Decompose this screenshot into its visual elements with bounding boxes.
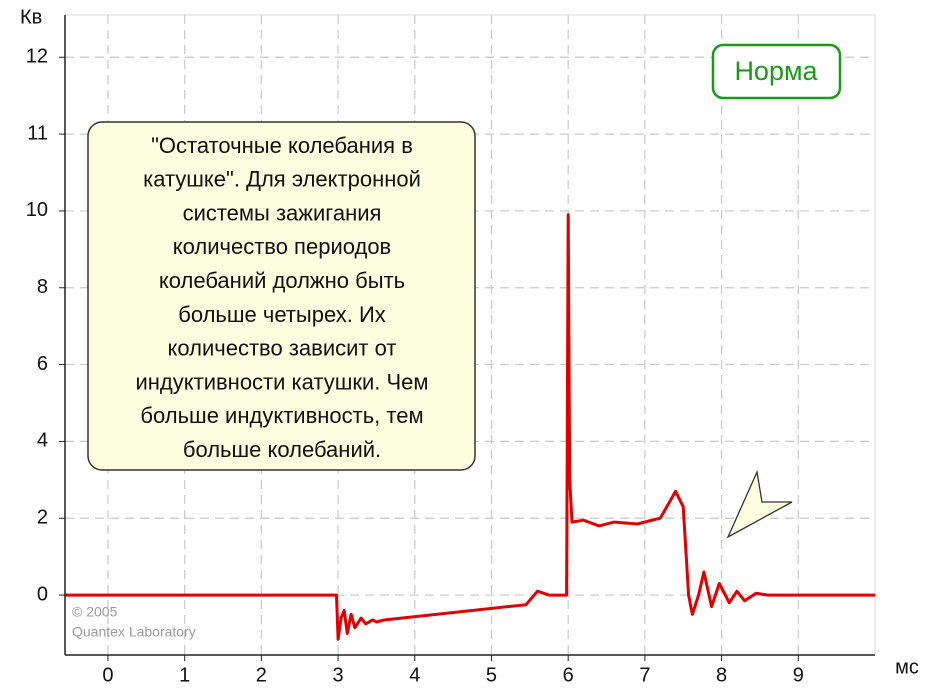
series — [65, 213, 875, 641]
note: "Остаточные колебания в катушке". Для эле… — [135, 133, 428, 462]
x-tick-label: 7 — [639, 664, 650, 686]
y-tick-label: 2 — [37, 507, 48, 529]
x-tick-label: 2 — [256, 664, 267, 686]
note-line: индуктивности катушки. Чем — [135, 369, 428, 394]
x-tick-label: 1 — [179, 664, 190, 686]
x-tick-label: 3 — [333, 664, 344, 686]
badge-box — [711, 43, 842, 100]
note-line: количество периодов — [173, 234, 392, 259]
note-box — [87, 121, 476, 471]
y-tick-label: 12 — [26, 46, 48, 68]
line — [65, 213, 875, 641]
y-axis-label: Кв — [20, 6, 42, 28]
x-tick-label: 5 — [486, 664, 497, 686]
note-line: системы зажигания — [183, 200, 382, 225]
x-tick-label: 0 — [102, 664, 113, 686]
cursor-icon — [726, 469, 793, 539]
note-line: больше колебаний. — [183, 437, 381, 462]
note-line: больше индуктивность, тем — [140, 403, 423, 428]
copyright: © 2005 — [72, 604, 118, 620]
copyright: Quantex Laboratory — [72, 624, 196, 640]
badge: Норма — [734, 56, 818, 86]
y-tick-label: 11 — [27, 122, 48, 144]
x-tick-label: 9 — [793, 664, 804, 686]
y-tick-label: 0 — [37, 583, 48, 605]
x-axis-label: мс — [895, 656, 919, 678]
note-line: катушке". Для электронной — [143, 167, 421, 192]
note-line: "Остаточные колебания в — [151, 133, 413, 158]
y-tick-label: 6 — [37, 353, 48, 375]
x-tick-label: 6 — [563, 664, 574, 686]
note-line: больше четырех. Их — [178, 302, 386, 327]
note-line: колебаний должно быть — [159, 268, 405, 293]
y-tick-label: 8 — [37, 276, 48, 298]
y-tick-label: 4 — [37, 430, 48, 452]
note-line: количество зависит от — [168, 336, 397, 361]
y-tick-label: 10 — [26, 199, 48, 221]
x-tick-label: 8 — [716, 664, 727, 686]
x-tick-label: 4 — [409, 664, 420, 686]
